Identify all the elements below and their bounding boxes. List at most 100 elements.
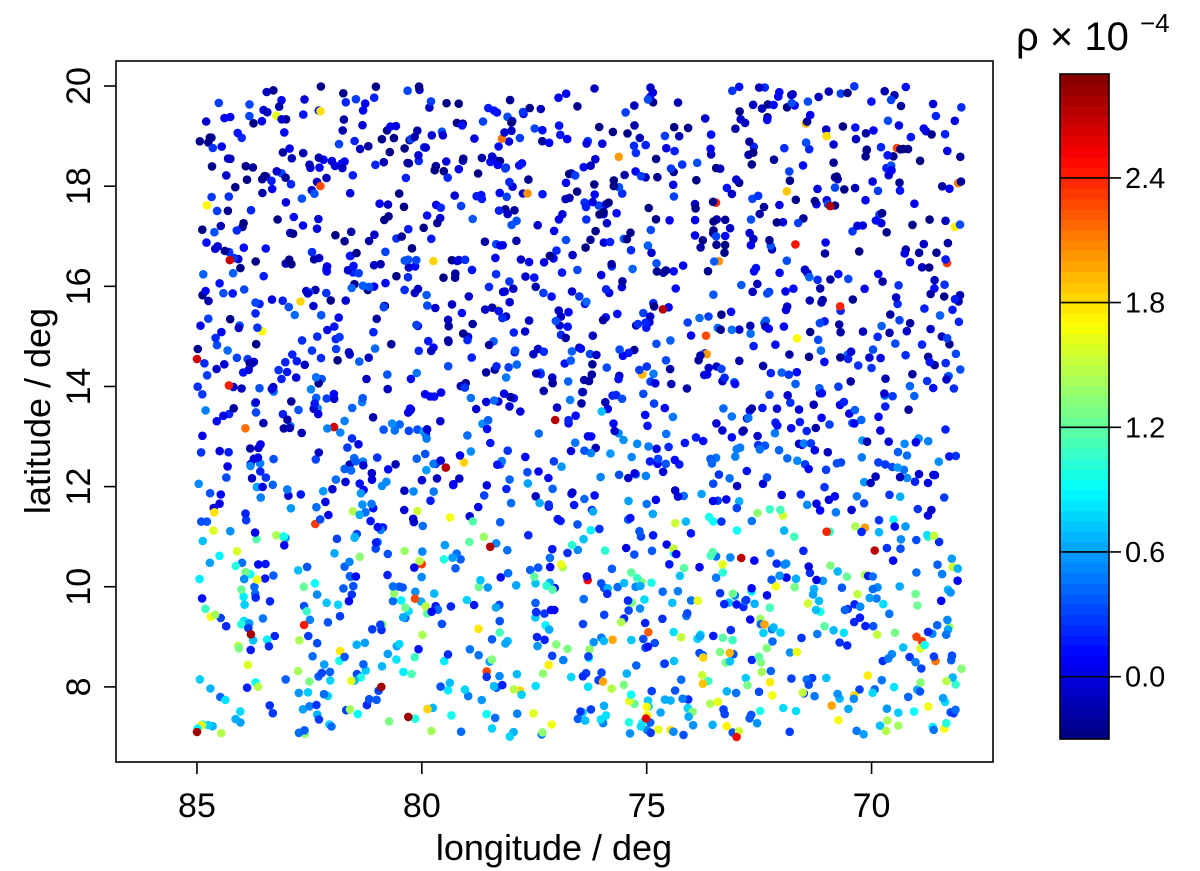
data-point: [674, 131, 684, 141]
data-point: [269, 571, 278, 580]
data-point: [839, 397, 849, 407]
data-point: [498, 313, 507, 323]
data-point: [459, 154, 468, 163]
plot-frame: [115, 60, 994, 763]
data-point: [812, 575, 821, 585]
data-point: [951, 705, 960, 715]
data-point: [507, 220, 516, 230]
data-point: [273, 215, 282, 224]
data-point: [614, 374, 623, 384]
data-point: [557, 462, 566, 472]
data-point: [290, 310, 300, 320]
x-tick-label: 80: [403, 787, 441, 825]
data-point: [265, 701, 275, 710]
data-point: [919, 239, 929, 249]
data-point: [329, 389, 339, 399]
data-point: [913, 504, 923, 514]
data-point: [464, 292, 474, 301]
data-point: [281, 675, 291, 684]
data-point: [885, 328, 894, 338]
data-point: [495, 671, 504, 681]
data-point: [587, 370, 597, 379]
data-point: [881, 726, 891, 736]
data-point: [400, 546, 409, 556]
data-point: [414, 151, 423, 160]
data-point: [925, 357, 934, 367]
colorbar-segment: [1060, 562, 1109, 574]
data-point: [331, 344, 341, 354]
data-point: [552, 403, 562, 412]
data-point: [742, 466, 752, 476]
data-point: [709, 257, 719, 266]
data-point: [234, 644, 244, 653]
data-point: [937, 182, 947, 191]
data-point: [515, 133, 525, 143]
data-point: [630, 101, 639, 110]
data-point: [474, 502, 483, 512]
data-point: [264, 642, 274, 651]
data-point: [326, 296, 336, 305]
data-point: [422, 434, 431, 443]
data-point: [708, 720, 717, 730]
data-point: [360, 99, 370, 108]
data-point: [298, 705, 308, 714]
data-point: [577, 399, 586, 408]
data-point: [646, 728, 655, 738]
data-point: [216, 221, 226, 231]
data-point: [835, 638, 844, 647]
data-point: [398, 613, 408, 622]
colorbar-title-exponent: −4: [1140, 8, 1170, 38]
data-point: [480, 305, 490, 314]
data-point: [252, 575, 262, 584]
data-point: [518, 107, 528, 117]
colorbar-segment: [1060, 188, 1109, 200]
data-point: [524, 257, 534, 267]
data-point: [829, 140, 838, 149]
data-point: [861, 152, 870, 161]
data-point: [252, 534, 261, 544]
data-point: [220, 113, 229, 123]
data-point: [299, 582, 309, 592]
data-point: [392, 271, 401, 281]
colorbar-segment: [1060, 125, 1109, 137]
data-point: [651, 495, 661, 505]
data-point: [495, 616, 505, 626]
data-point: [582, 572, 592, 581]
data-point: [805, 327, 815, 337]
colorbar-segment: [1060, 416, 1109, 428]
data-point: [314, 715, 324, 724]
data-point: [377, 662, 387, 671]
data-point: [760, 620, 769, 629]
colorbar-segment: [1060, 115, 1109, 127]
data-point: [198, 390, 207, 399]
colorbar-segment: [1060, 240, 1109, 252]
data-point: [671, 284, 680, 293]
data-point: [215, 551, 224, 561]
data-point: [799, 546, 808, 556]
data-point: [599, 636, 609, 646]
data-point: [627, 452, 636, 462]
data-point: [769, 623, 778, 632]
data-point: [316, 106, 325, 116]
data-point: [765, 603, 775, 612]
data-point: [691, 204, 700, 213]
data-point: [690, 215, 700, 225]
data-point: [242, 175, 252, 184]
data-point: [314, 153, 324, 162]
data-point: [458, 329, 468, 338]
data-point: [491, 269, 501, 279]
data-point: [404, 712, 413, 722]
data-point: [439, 273, 448, 283]
data-point: [409, 517, 419, 527]
data-point: [906, 132, 916, 142]
data-point: [223, 206, 233, 216]
data-point: [612, 208, 621, 218]
data-point: [297, 336, 307, 345]
data-point: [309, 301, 318, 311]
data-point: [383, 370, 392, 379]
data-point: [747, 516, 757, 526]
data-point: [851, 134, 861, 144]
data-point: [505, 475, 514, 484]
data-point: [941, 358, 950, 368]
data-point: [718, 560, 727, 569]
